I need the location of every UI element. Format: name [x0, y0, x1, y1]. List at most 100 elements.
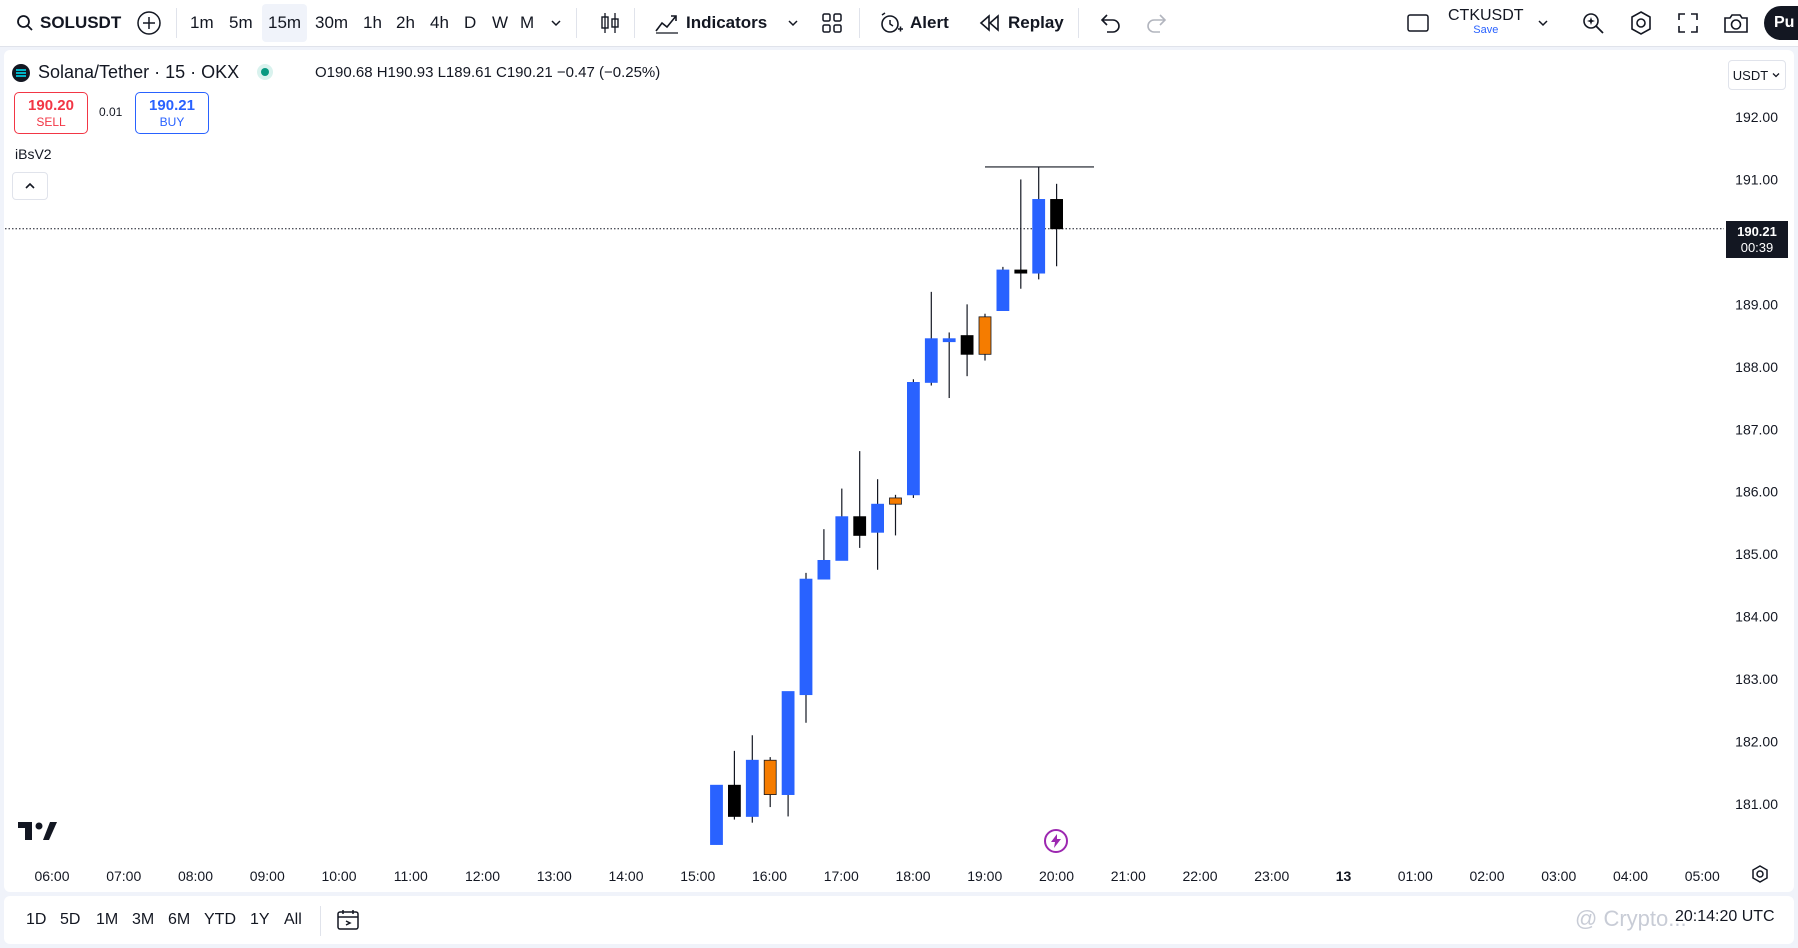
candle-body — [960, 335, 974, 355]
layout-name-button[interactable]: CTKUSDT Save — [1444, 0, 1528, 46]
replay-button[interactable]: Replay — [974, 0, 1068, 46]
go-to-date-button[interactable] — [332, 896, 366, 944]
chart-type-button[interactable] — [594, 0, 626, 46]
symbol-search-button[interactable]: SOLUSDT — [12, 0, 125, 46]
indicators-dropdown[interactable] — [782, 0, 804, 46]
quick-search-button[interactable] — [1576, 0, 1610, 46]
candle-body — [942, 338, 956, 343]
interval-m[interactable]: M — [520, 13, 535, 32]
range-6m[interactable]: 6M — [168, 911, 191, 928]
axis-settings-button[interactable] — [1750, 864, 1770, 889]
x-tick-label: 21:00 — [1111, 868, 1146, 884]
gear-icon — [1752, 865, 1768, 883]
market-status-dot[interactable] — [261, 68, 270, 76]
event-marker[interactable] — [1044, 829, 1068, 853]
tradingview-logo[interactable] — [18, 818, 58, 849]
interval-w[interactable]: W — [492, 13, 509, 32]
settings-button[interactable] — [1624, 0, 1658, 46]
range-5d[interactable]: 5D — [60, 911, 81, 928]
y-tick-label: 182.00 — [1735, 734, 1778, 750]
candle-body — [1032, 199, 1046, 274]
x-tick-label: 18:00 — [895, 868, 930, 884]
indicators-button[interactable]: Indicators — [650, 0, 771, 46]
bottom-toolbar: 1D 5D 1M 3M 6M YTD 1Y All — [4, 896, 1794, 944]
watermark-text: @ Crypto... — [1575, 906, 1687, 931]
publish-button[interactable]: Pu — [1764, 6, 1798, 40]
collapse-legend-button[interactable] — [12, 172, 48, 200]
alert-button[interactable]: Alert — [874, 0, 953, 46]
save-label: Save — [1473, 24, 1499, 36]
symbol-title[interactable]: Solana/Tether · 15 · OKX — [38, 61, 240, 82]
chart-panel[interactable] — [4, 50, 1794, 892]
indicator-label[interactable]: iBsV2 — [15, 146, 52, 162]
candle-body — [907, 382, 920, 496]
candles-series — [710, 166, 1063, 845]
x-tick-label: 01:00 — [1398, 868, 1433, 884]
range-all[interactable]: All — [284, 911, 302, 928]
toolbar-divider — [634, 8, 635, 38]
interval-1m[interactable]: 1m — [190, 13, 214, 32]
x-tick-label: 04:00 — [1613, 868, 1648, 884]
x-tick-label: 09:00 — [250, 868, 285, 884]
snapshot-button[interactable] — [1718, 0, 1754, 46]
range-ytd[interactable]: YTD — [204, 911, 236, 928]
top-toolbar: SOLUSDT 1m 5m 15m 30m 1h 2h 4h D W M Ind… — [0, 0, 1798, 47]
price-axis[interactable]: 181.00 182.00 183.00 184.00 185.00 186.00 187.… — [1735, 109, 1778, 812]
compare-button[interactable] — [132, 0, 166, 46]
layouts-button[interactable] — [816, 0, 848, 46]
indicators-label: Indicators — [686, 13, 768, 32]
time-axis[interactable]: 06:00 07:00 08:00 09:00 10:00 11:00 12:00 13:00… — [34, 868, 1719, 884]
toolbar-divider — [859, 8, 860, 38]
buy-button[interactable]: 190.21 BUY — [135, 92, 209, 134]
undo-icon — [1100, 14, 1120, 33]
range-1y[interactable]: 1Y — [250, 911, 270, 928]
sell-button[interactable]: 190.20 SELL — [14, 92, 88, 134]
candle-body — [1014, 269, 1028, 274]
candle-body — [710, 784, 723, 845]
range-3m[interactable]: 3M — [132, 911, 155, 928]
range-1d[interactable]: 1D — [26, 911, 47, 928]
candle-body — [745, 759, 759, 817]
y-tick-label: 184.00 — [1735, 609, 1778, 625]
utc-clock[interactable]: 20:14:20 UTC — [1675, 908, 1775, 925]
candles-icon — [601, 13, 619, 33]
calendar-arrow-icon — [337, 910, 359, 930]
plus-circle-icon — [137, 11, 161, 35]
buy-price: 190.21 — [149, 97, 195, 114]
interval-1h[interactable]: 1h — [363, 13, 382, 32]
lightning-icon — [1051, 834, 1061, 848]
x-tick-label: 08:00 — [178, 868, 213, 884]
currency-select[interactable]: USDT — [1728, 60, 1786, 90]
x-tick-label: 15:00 — [680, 868, 715, 884]
x-tick-label: 11:00 — [394, 868, 428, 884]
tradingview-logo-icon — [18, 822, 57, 840]
fullscreen-button[interactable] — [1672, 0, 1704, 46]
candle-body — [799, 578, 813, 696]
range-1m[interactable]: 1M — [96, 911, 119, 928]
interval-5m[interactable]: 5m — [229, 13, 253, 32]
toolbar-divider — [576, 8, 577, 38]
interval-d[interactable]: D — [464, 13, 477, 32]
layout-select-button[interactable] — [1402, 0, 1434, 46]
x-tick-label: 23:00 — [1254, 868, 1289, 884]
y-tick-label: 185.00 — [1735, 546, 1778, 562]
candle-body — [835, 516, 849, 561]
indicators-icon — [655, 15, 678, 34]
interval-dropdown[interactable] — [545, 0, 567, 46]
layout-dropdown[interactable] — [1532, 0, 1554, 46]
spread-value: 0.01 — [99, 105, 123, 119]
interval-30m[interactable]: 30m — [315, 13, 349, 32]
interval-2h[interactable]: 2h — [396, 13, 415, 32]
camera-icon — [1724, 14, 1748, 33]
chevron-down-icon — [551, 20, 561, 27]
redo-button[interactable] — [1141, 0, 1173, 46]
x-tick-label: 20:00 — [1039, 868, 1074, 884]
chevron-down-icon — [788, 20, 798, 27]
interval-4h[interactable]: 4h — [430, 13, 449, 32]
sell-price: 190.20 — [28, 97, 74, 114]
undo-button[interactable] — [1094, 0, 1126, 46]
x-tick-label: 10:00 — [321, 868, 356, 884]
interval-15m[interactable]: 15m — [262, 4, 308, 42]
y-tick-label: 187.00 — [1735, 421, 1778, 437]
